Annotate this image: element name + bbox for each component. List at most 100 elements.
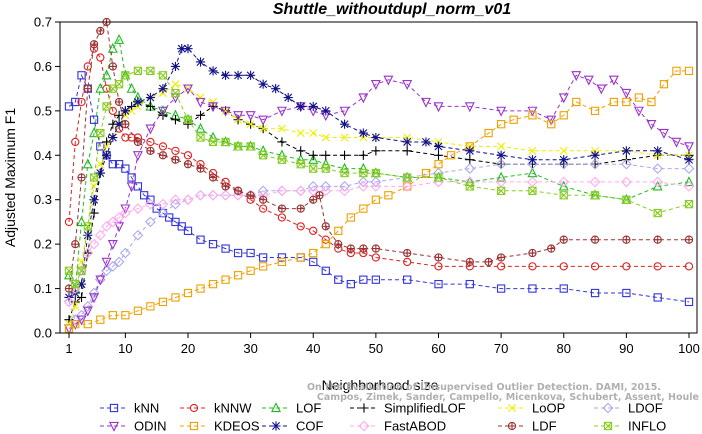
data-point-knn <box>121 164 130 173</box>
legend-item-lof: LOF <box>262 401 321 416</box>
data-point-loop <box>71 302 80 311</box>
data-point-inflo <box>208 137 218 147</box>
data-point-fastabod <box>88 238 100 250</box>
legend-label-inflo: INFLO <box>628 419 666 434</box>
data-point-inflo <box>246 142 255 151</box>
data-point-loop <box>497 142 506 151</box>
series-line-kdeos <box>68 70 689 330</box>
data-point-odin <box>120 204 131 215</box>
data-point-kdeos <box>496 120 506 129</box>
data-point-knnw <box>158 142 168 151</box>
data-point-odin <box>621 88 632 99</box>
data-point-loop <box>127 106 136 115</box>
data-point-ldf <box>146 146 155 155</box>
data-point-ldof <box>113 256 125 268</box>
data-point-inflo <box>434 173 443 182</box>
plot-frame <box>59 21 698 334</box>
y-tick-label: 0.7 <box>34 15 52 30</box>
data-point-odin <box>195 97 206 108</box>
data-point-inflo <box>359 168 368 178</box>
data-point-knn <box>277 253 287 262</box>
data-point-kdeos <box>547 120 556 129</box>
data-point-knn <box>64 102 74 111</box>
legend-item-odin: ODIN <box>100 419 167 434</box>
data-point-lof <box>308 153 319 164</box>
data-point-lof <box>82 158 93 169</box>
legend-item-kdeos: KDEOS <box>180 419 260 434</box>
data-point-knn <box>140 191 149 200</box>
data-point-fastabod <box>589 176 601 188</box>
data-point-odin <box>233 111 244 122</box>
data-point-knnw <box>64 217 74 227</box>
data-point-lof <box>295 153 306 164</box>
legend: kNN kNNW LOF SimplifiedLOF LoOP LDOF ODIN KDEOS… <box>100 401 666 434</box>
data-point-odin <box>420 97 431 108</box>
data-point-ldof <box>464 163 476 174</box>
data-point-knn <box>152 204 161 213</box>
data-point-odin <box>76 315 87 326</box>
series-kdeos <box>64 66 694 333</box>
series-line-inflo <box>68 70 690 286</box>
data-point-simplifiedlof <box>402 146 412 156</box>
data-point-lof <box>89 127 100 138</box>
data-point-ldof <box>320 181 332 192</box>
data-point-cof <box>83 230 93 240</box>
data-point-ldf <box>89 40 99 49</box>
series-inflo <box>64 66 694 289</box>
data-point-kdeos <box>158 297 168 307</box>
data-point-knnw <box>496 262 506 271</box>
legend-marker-odin <box>109 421 119 432</box>
data-point-inflo <box>221 137 230 147</box>
data-point-knn <box>434 279 443 289</box>
data-point-cof <box>421 137 431 147</box>
data-point-kdeos <box>403 182 412 191</box>
data-point-loop <box>196 93 205 102</box>
data-point-simplifiedlof <box>170 115 181 125</box>
data-point-ldf <box>133 137 143 147</box>
data-point-ldof <box>132 229 144 241</box>
data-point-fastabod <box>101 220 112 232</box>
data-point-inflo <box>277 155 287 164</box>
data-point-fastabod <box>145 198 156 210</box>
data-point-ldf <box>64 284 74 293</box>
data-point-odin <box>583 75 594 86</box>
data-point-kdeos <box>277 257 287 267</box>
data-point-cof <box>133 97 143 107</box>
data-point-fastabod <box>157 198 169 210</box>
data-point-simplifiedlof <box>358 150 368 160</box>
data-point-cof <box>258 79 268 89</box>
data-point-kdeos <box>296 253 305 262</box>
data-point-odin <box>258 115 269 126</box>
data-point-kdeos <box>146 302 155 311</box>
data-point-odin <box>89 293 100 304</box>
x-tick-label: 90 <box>619 341 633 356</box>
legend-marker-fastabod <box>358 420 370 432</box>
series-line-loop <box>68 83 689 325</box>
data-point-cof <box>145 92 156 103</box>
data-point-odin <box>496 106 507 117</box>
data-point-kdeos <box>309 248 318 258</box>
legend-item-loop: LoOP <box>498 401 565 416</box>
data-point-ldf <box>208 173 218 182</box>
data-point-fastabod <box>307 185 319 197</box>
data-point-cof <box>496 150 506 160</box>
data-point-fastabod <box>370 181 382 192</box>
data-point-loop <box>277 124 286 133</box>
data-point-fastabod <box>119 207 131 219</box>
credit-authors: Campos, Zimek, Sander, Campello, Micenko… <box>317 392 699 403</box>
data-point-fastabod <box>220 189 231 201</box>
data-point-ldof <box>82 300 94 312</box>
data-point-knn <box>403 275 412 284</box>
data-point-ldof <box>145 216 156 228</box>
legend-item-fastabod: FastABOD <box>350 419 446 434</box>
data-point-knn <box>309 257 318 267</box>
data-point-fastabod <box>357 181 369 192</box>
data-point-ldof <box>88 287 100 299</box>
data-point-ldf <box>233 186 243 195</box>
data-point-inflo <box>309 164 318 173</box>
data-point-inflo <box>77 266 86 275</box>
data-point-odin <box>208 102 219 113</box>
data-point-cof <box>170 61 181 72</box>
data-point-knn <box>321 266 330 275</box>
data-point-knnw <box>528 262 537 271</box>
